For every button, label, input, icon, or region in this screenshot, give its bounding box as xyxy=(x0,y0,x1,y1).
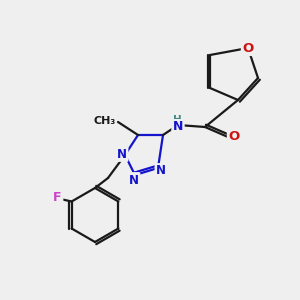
Text: N: N xyxy=(129,173,139,187)
Text: N: N xyxy=(173,121,183,134)
Text: N: N xyxy=(156,164,166,178)
Text: O: O xyxy=(242,41,253,55)
Text: F: F xyxy=(53,191,62,204)
Text: H: H xyxy=(172,115,182,125)
Text: CH₃: CH₃ xyxy=(94,116,116,126)
Text: N: N xyxy=(117,148,127,160)
Text: O: O xyxy=(228,130,240,143)
